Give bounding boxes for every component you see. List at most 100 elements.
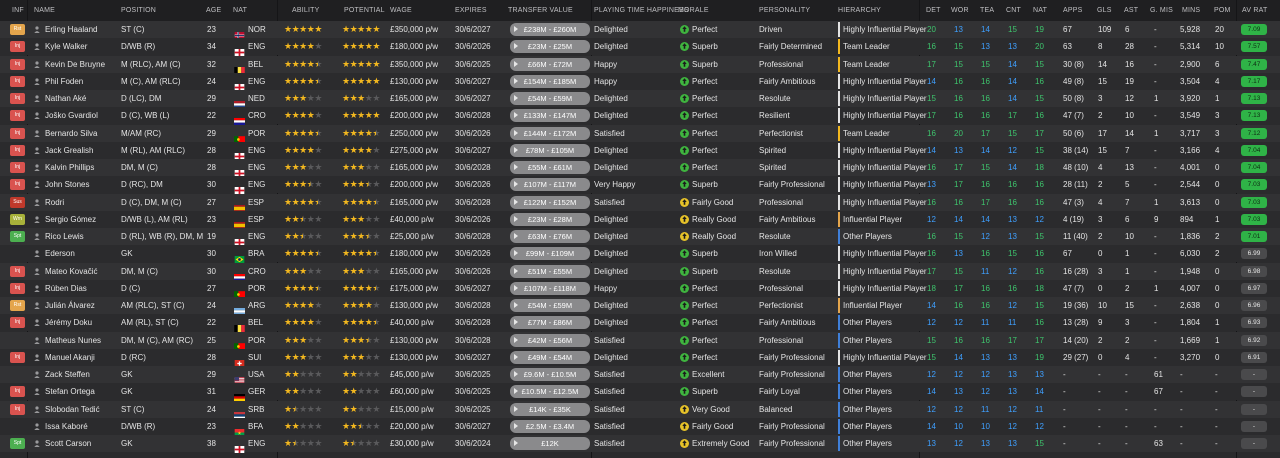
transfer-value-pill[interactable]: £107M - £117M	[510, 178, 590, 192]
col-age[interactable]: AGE	[206, 7, 222, 14]
player-name[interactable]: Kevin De Bruyne	[45, 59, 106, 69]
player-name[interactable]: Bernardo Silva	[45, 128, 98, 138]
player-name[interactable]: Scott Carson	[45, 439, 92, 448]
player-name[interactable]: Jérémy Doku	[45, 318, 93, 328]
col-name[interactable]: NAME	[34, 7, 56, 14]
col-morale[interactable]: MORALE	[678, 7, 709, 14]
table-row[interactable]: Inj Manuel Akanji D (RC) 28 SUI ★★★★★ ★★★★★ £13…	[0, 348, 1280, 367]
transfer-value-pill[interactable]: £23M - £28M	[510, 212, 590, 226]
col-position[interactable]: POSITION	[121, 7, 157, 14]
player-name[interactable]: Jack Grealish	[45, 145, 94, 155]
transfer-value-pill[interactable]: £54M - £59M	[510, 299, 590, 312]
transfer-value-pill[interactable]: £49M - £54M	[510, 350, 590, 364]
player-name[interactable]: John Stones	[45, 180, 90, 190]
col-tea[interactable]: TEA	[980, 7, 995, 14]
table-row[interactable]: Sus Rodri D (C), DM, M (C) 27 ESP ★★★★★ ★★★★★ £…	[0, 193, 1280, 212]
player-name[interactable]: Ederson	[45, 249, 75, 259]
col-wor[interactable]: WOR	[951, 7, 969, 14]
col-transfer-value[interactable]: TRANSFER VALUE	[508, 7, 573, 14]
table-row[interactable]: Inj Nathan Aké D (LC), DM 29 NED ★★★★★ ★★★★★ £1…	[0, 90, 1280, 108]
table-row[interactable]: Issa Kaboré D/WB (R) 23 BFA ★★★★★ ★★★★★ £20,00…	[0, 417, 1280, 436]
transfer-value-pill[interactable]: £66M - £72M	[510, 57, 590, 71]
info-badge[interactable]: Inj	[10, 282, 25, 294]
col-personality[interactable]: PERSONALITY	[759, 7, 811, 14]
col-pom[interactable]: POM	[1214, 7, 1231, 14]
col-playing-time[interactable]: PLAYING TIME HAPPINESS	[594, 7, 689, 14]
col-nat2[interactable]: NAT	[1033, 7, 1048, 14]
info-badge[interactable]: Inj	[10, 58, 25, 70]
transfer-value-pill[interactable]: £54M - £59M	[510, 92, 590, 105]
transfer-value-pill[interactable]: £51M - £55M	[510, 264, 590, 278]
table-row[interactable]: Inj Phil Foden M (C), AM (RLC) 24 ENG ★★★★★ ★★…	[0, 72, 1280, 91]
transfer-value-pill[interactable]: £99M - £109M	[510, 247, 590, 261]
info-badge[interactable]: Inj	[10, 317, 25, 329]
player-name[interactable]: Mateo Kovačić	[45, 266, 98, 276]
info-badge[interactable]: Inj	[10, 41, 25, 53]
info-badge[interactable]: Spt	[10, 231, 25, 242]
table-row[interactable]: Inj John Stones D (RC), DM 30 ENG ★★★★★ ★★★★★ £…	[0, 176, 1280, 195]
transfer-value-pill[interactable]: £14K - £35K	[510, 402, 590, 416]
col-gmis[interactable]: G. MIS	[1150, 7, 1173, 14]
transfer-value-pill[interactable]: £55M - £61M	[510, 161, 590, 174]
col-hierarchy[interactable]: HIERARCHY	[838, 7, 882, 14]
table-row[interactable]: Matheus Nunes DM, M (C), AM (RC) 25 POR ★★★★…	[0, 331, 1280, 350]
col-mins[interactable]: MINS	[1182, 7, 1201, 14]
player-name[interactable]: Rico Lewis	[45, 232, 84, 241]
transfer-value-pill[interactable]: £144M - £172M	[510, 126, 590, 140]
table-row[interactable]: Inj Mateo Kovačić DM, M (C) 30 CRO ★★★★★ ★★★★★…	[0, 262, 1280, 281]
player-name[interactable]: Stefan Ortega	[45, 387, 95, 397]
info-badge[interactable]: Inj	[10, 110, 25, 122]
info-badge[interactable]: Inj	[10, 144, 25, 156]
transfer-value-pill[interactable]: £10.5M - £12.5M	[510, 385, 590, 399]
table-row[interactable]: Rst Erling Haaland ST (C) 23 NOR ★★★★★ ★★★★★ £3…	[0, 21, 1280, 39]
transfer-value-pill[interactable]: £238M - £260M	[510, 23, 590, 36]
transfer-value-pill[interactable]: £12K	[510, 437, 590, 450]
info-badge[interactable]: Inj	[10, 75, 25, 87]
info-badge[interactable]: Inj	[10, 127, 25, 139]
table-row[interactable]: Inj Jack Grealish M (RL), AM (RLC) 28 ENG ★★★…	[0, 141, 1280, 160]
table-row[interactable]: Inj Kevin De Bruyne M (RLC), AM (C) 32 BEL ★★…	[0, 55, 1280, 74]
info-badge[interactable]: Rst	[10, 24, 25, 35]
transfer-value-pill[interactable]: £2.5M - £3.4M	[510, 419, 590, 433]
info-badge[interactable]: Sus	[10, 196, 25, 208]
player-name[interactable]: Kalvin Phillips	[45, 163, 95, 172]
transfer-value-pill[interactable]: £63M - £76M	[510, 230, 590, 243]
col-expires[interactable]: EXPIRES	[455, 7, 487, 14]
transfer-value-pill[interactable]: £154M - £185M	[510, 74, 590, 88]
info-badge[interactable]: Inj	[10, 179, 25, 191]
info-badge[interactable]: Spt	[10, 438, 25, 449]
player-name[interactable]: Manuel Akanji	[45, 352, 95, 362]
player-name[interactable]: Issa Kaboré	[45, 421, 88, 431]
table-row[interactable]: Inj Kalvin Phillips DM, M (C) 28 ENG ★★★★★ ★★★…	[0, 159, 1280, 177]
table-row[interactable]: Ederson GK 30 BRA ★★★★★ ★★★★★ £180,000 p/w 30/6…	[0, 245, 1280, 264]
player-name[interactable]: Rúben Dias	[45, 283, 87, 293]
transfer-value-pill[interactable]: £23M - £25M	[510, 40, 590, 54]
transfer-value-pill[interactable]: £78M - £105M	[510, 143, 590, 157]
info-badge[interactable]: Rst	[10, 300, 25, 311]
table-row[interactable]: Inj Rúben Dias D (C) 27 POR ★★★★★ ★★★★★ £175,00…	[0, 279, 1280, 298]
info-badge[interactable]: Inj	[10, 162, 25, 173]
player-name[interactable]: Nathan Aké	[45, 94, 87, 103]
info-badge[interactable]: Inj	[10, 386, 25, 398]
col-wage[interactable]: WAGE	[390, 7, 412, 14]
player-name[interactable]: Joško Gvardiol	[45, 111, 98, 121]
table-row[interactable]: Wrn Sergio Gómez D/WB (L), AM (RL) 23 ESP ★★★…	[0, 210, 1280, 229]
info-badge[interactable]: Inj	[10, 265, 25, 277]
col-ast[interactable]: AST	[1124, 7, 1139, 14]
info-badge[interactable]: Inj	[10, 93, 25, 104]
table-row[interactable]: Inj Joško Gvardiol D (C), WB (L) 22 CRO ★★★★★…	[0, 107, 1280, 126]
col-apps[interactable]: APPS	[1063, 7, 1083, 14]
col-ability[interactable]: ABILITY	[292, 7, 320, 14]
table-row[interactable]: Zack Steffen GK 29 USA ★★★★★ ★★★★★ £45,000 p/w…	[0, 366, 1280, 384]
info-badge[interactable]: Inj	[10, 351, 25, 363]
col-gls[interactable]: GLS	[1097, 7, 1112, 14]
col-cnt[interactable]: CNT	[1006, 7, 1021, 14]
player-name[interactable]: Zack Steffen	[45, 370, 90, 379]
player-name[interactable]: Julián Álvarez	[45, 301, 95, 310]
table-row[interactable]: Inj Slobodan Tedić ST (C) 24 SRB ★★★★★ ★★★★★ £1…	[0, 400, 1280, 419]
col-det[interactable]: DET	[926, 7, 941, 14]
table-row[interactable]: Spt Rico Lewis D (RL), WB (R), DM, M ... 19…	[0, 228, 1280, 246]
table-row[interactable]: Rst Julián Álvarez AM (RLC), ST (C) 24 ARG ★★…	[0, 297, 1280, 315]
table-row[interactable]: Spt Scott Carson GK 38 ENG ★★★★★ ★★★★★ £30,000 …	[0, 435, 1280, 453]
table-row[interactable]: Inj Stefan Ortega GK 31 GER ★★★★★ ★★★★★ £60,000…	[0, 383, 1280, 402]
